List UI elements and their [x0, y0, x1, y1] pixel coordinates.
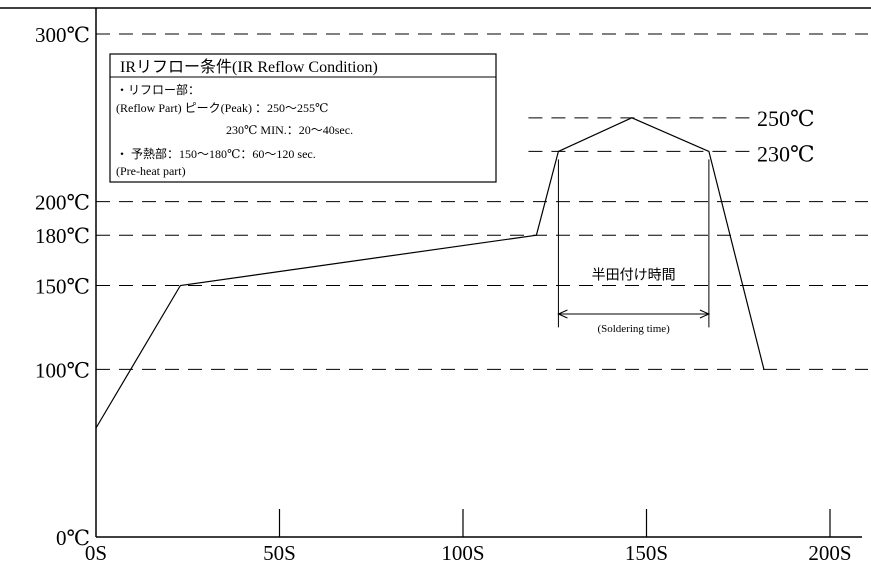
y-tick-label-200: 200℃	[35, 191, 90, 215]
x-tick-label-0: 0S	[85, 541, 107, 565]
x-tick-label-50: 50S	[263, 541, 296, 565]
temperature-profile-line	[95, 117, 765, 429]
condition-line-preheat-en: (Pre-heat part)	[116, 164, 186, 178]
y-tick-label-300: 300℃	[35, 23, 90, 47]
y-tick-label-100: 100℃	[35, 358, 90, 382]
soldering-time-sublabel: (Soldering time)	[597, 323, 670, 335]
condition-box-frame	[109, 53, 497, 183]
reflow-condition-box: IRリフロー条件(IR Reflow Condition) ・リフロー部： (R…	[109, 53, 497, 183]
condition-line-preheat: ・ 予熱部：150～180℃：60～120 sec.	[116, 146, 316, 161]
soldering-time-annotation: 半田付け時間 (Soldering time)	[557, 159, 711, 335]
y-tick-label-150: 150℃	[35, 275, 90, 299]
x-tick-label-200: 200S	[808, 541, 851, 565]
min-temperature-label: 230℃	[757, 141, 815, 166]
peak-temperature-label: 250℃	[757, 106, 815, 131]
condition-box-title: IRリフロー条件(IR Reflow Condition)	[120, 58, 378, 76]
condition-line-min: 230℃ MIN.：20～40sec.	[226, 123, 353, 137]
x-tick-label-100: 100S	[441, 541, 484, 565]
soldering-time-label: 半田付け時間	[592, 268, 676, 284]
y-tick-label-180: 180℃	[35, 224, 90, 248]
x-ticks: 0S 50S 100S 150S 200S	[85, 509, 852, 565]
condition-line-peak: (Reflow Part) ピーク(Peak) ：250～255℃	[116, 101, 328, 115]
arrowhead-left	[557, 309, 568, 319]
x-tick-label-150: 150S	[625, 541, 668, 565]
reference-lines	[96, 33, 868, 370]
y-tick-label-0: 0℃	[56, 526, 90, 550]
condition-line-reflow-part: ・リフロー部：	[116, 82, 200, 97]
y-ticks: 0℃ 100℃ 150℃ 180℃ 200℃ 300℃	[35, 23, 90, 550]
arrowhead-right	[699, 309, 711, 319]
